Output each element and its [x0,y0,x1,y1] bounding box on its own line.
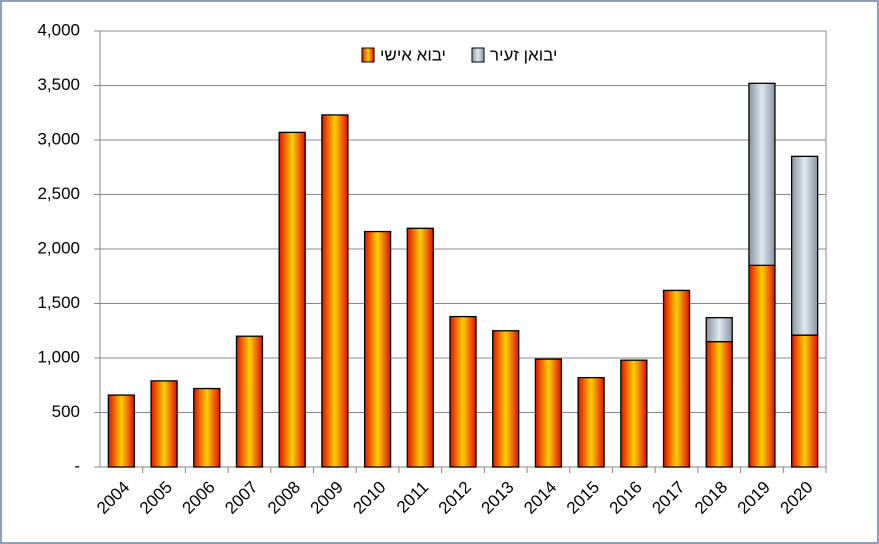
bar [278,131,306,468]
bar [492,330,520,468]
bar [107,394,136,468]
bar [662,289,691,468]
y-tick-label: 3,500 [37,75,80,94]
bar [748,82,776,266]
legend-label: יבוא אישי [380,45,446,64]
bar [449,315,477,468]
bar [406,227,434,468]
legend-swatch [471,47,485,63]
bar [150,380,178,468]
legend-swatch [361,47,375,63]
bar [790,155,819,336]
bar [790,334,819,468]
y-tick-label: 3,000 [37,129,80,148]
y-tick-label: 500 [52,402,80,421]
bar [705,317,733,343]
bar [534,358,563,468]
bar [577,376,605,468]
y-tick-label: 1,500 [37,293,80,312]
y-tick-label: 1,000 [37,347,80,366]
bar [235,335,264,468]
legend-label: יבואן זעיר [490,45,557,64]
bar [705,340,733,468]
bar [193,387,221,468]
y-tick-label: - [74,456,80,475]
bar [363,230,392,468]
bar [321,114,349,468]
bar [620,359,648,468]
bar [748,264,776,468]
y-tick-label: 2,000 [37,238,80,257]
y-tick-label: 2,500 [37,184,80,203]
y-tick-label: 4,000 [37,20,80,39]
